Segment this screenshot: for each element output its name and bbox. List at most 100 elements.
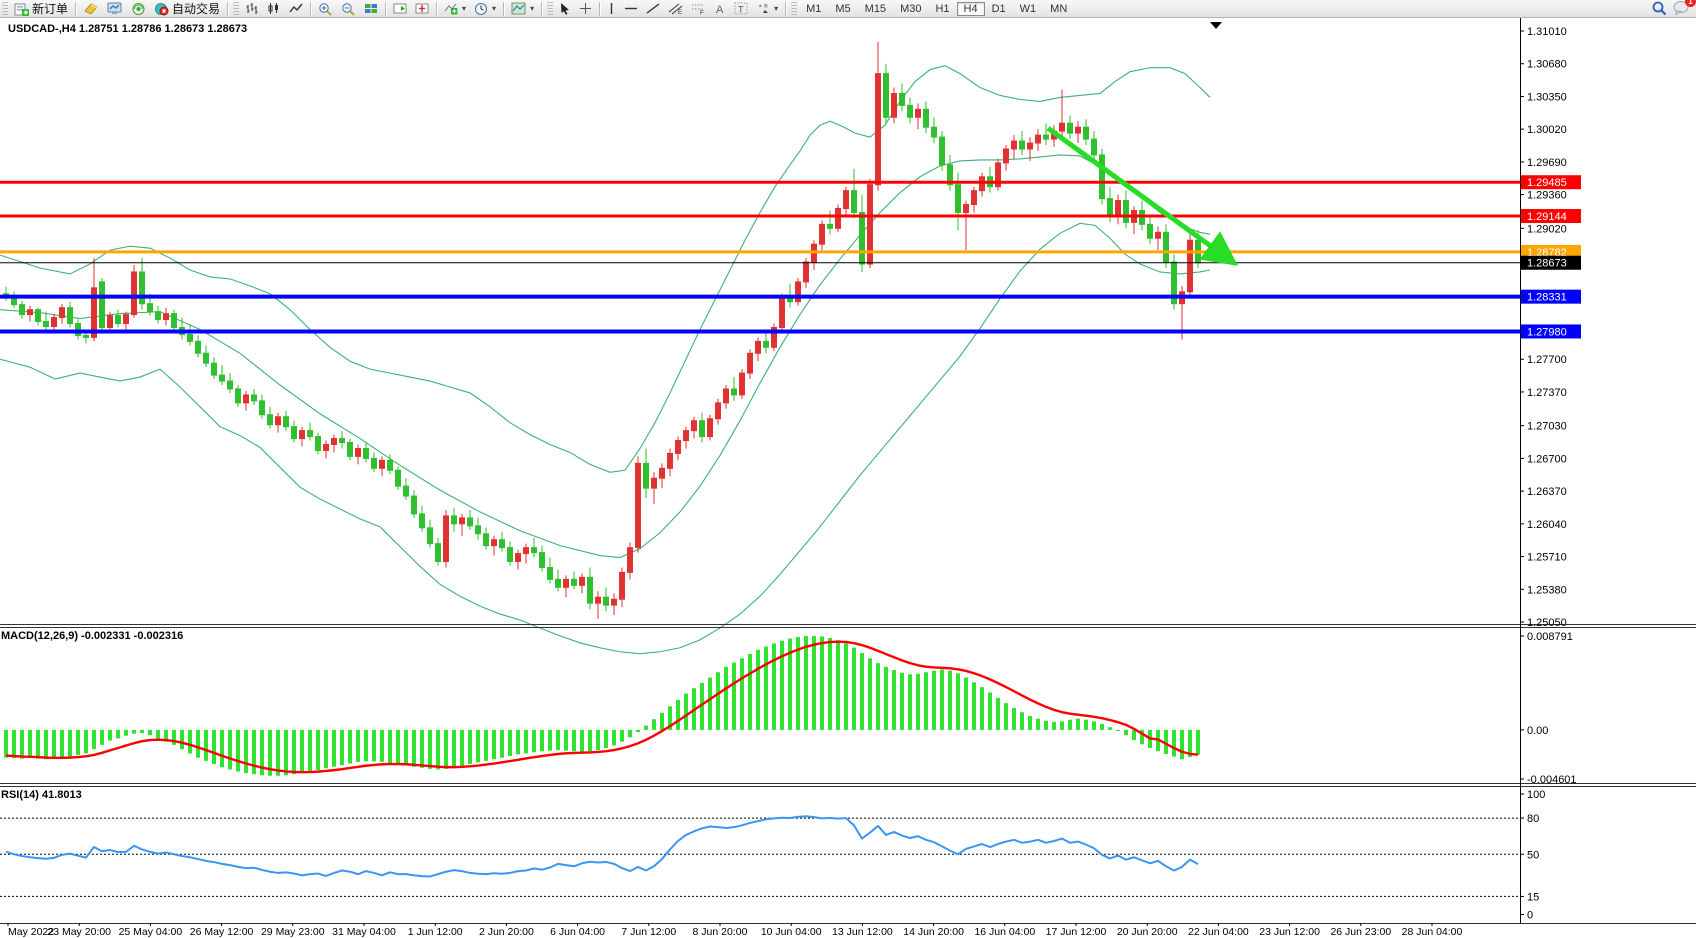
candle-body: [1115, 200, 1121, 217]
terminal-button[interactable]: [103, 0, 127, 18]
chart-shift-icon: [393, 3, 407, 14]
macd-histogram-bar: [964, 677, 968, 730]
candle-body: [619, 571, 625, 600]
candle-body: [1091, 138, 1097, 156]
price-badge: [1521, 209, 1581, 224]
trendline-icon: [646, 3, 660, 14]
new-order-button[interactable]: 新订单: [10, 0, 72, 18]
cursor-tool-button[interactable]: [555, 0, 575, 18]
horizontal-line-tool-button[interactable]: [620, 0, 642, 18]
macd-histogram-bar: [588, 729, 592, 752]
search-icon[interactable]: [1652, 1, 1667, 16]
macd-histogram-bar: [932, 670, 936, 730]
zoom-in-button[interactable]: [314, 0, 337, 18]
candle-body: [195, 340, 201, 354]
chart-shift-button[interactable]: [389, 0, 411, 18]
macd-histogram-bar: [628, 729, 632, 738]
timeframe-button-m30[interactable]: M30: [900, 2, 922, 15]
candle-body: [227, 380, 233, 390]
macd-histogram-bar: [796, 636, 800, 730]
macd-histogram-bar: [420, 729, 424, 768]
macd-histogram-bar: [236, 729, 240, 772]
timeframe-button-d1[interactable]: D1: [991, 2, 1006, 15]
macd-histogram-bar: [356, 729, 360, 762]
candle-body: [691, 420, 697, 432]
fibonacci-tool-button[interactable]: F: [687, 0, 710, 18]
macd-histogram-bar: [332, 729, 336, 767]
price-tick-label: 1.27700: [1527, 354, 1567, 366]
chart-canvas[interactable]: 1.31010 1.30680 1.30350 1.30020 1.29690 1.293…: [0, 17, 1696, 938]
toolbar-grip[interactable]: [2, 2, 8, 15]
macd-histogram-bar: [852, 647, 856, 730]
candle-body: [1027, 142, 1033, 150]
candle-body: [971, 190, 977, 206]
candle-body: [771, 326, 777, 348]
trend-arrow[interactable]: [1046, 126, 1239, 266]
candle-body: [1043, 134, 1049, 140]
timeframe-button-m1[interactable]: M1: [806, 2, 822, 15]
auto-scroll-button[interactable]: [411, 0, 433, 18]
timeframe-button-w1[interactable]: W1: [1019, 2, 1037, 15]
macd-histogram-bar: [636, 729, 640, 733]
timeframe-button-m5[interactable]: M5: [835, 2, 851, 15]
templates-icon: [511, 2, 526, 15]
candle-body: [891, 92, 897, 118]
text-tool-button[interactable]: A: [710, 0, 730, 18]
indicators-button[interactable]: ▾: [440, 0, 470, 18]
macd-histogram-bar: [708, 677, 712, 730]
candle-body: [59, 307, 65, 319]
date-tick-label: 7 Jun 12:00: [621, 926, 676, 938]
candle-body: [203, 352, 209, 364]
candle-body: [251, 394, 257, 402]
macd-histogram-bar: [924, 672, 928, 730]
vertical-line-tool-button[interactable]: [603, 0, 620, 18]
svg-text:T: T: [738, 5, 744, 15]
candle-body: [539, 552, 545, 568]
line-chart-button[interactable]: [285, 0, 307, 18]
styler-button[interactable]: [79, 0, 103, 18]
candle-body: [411, 495, 417, 515]
bollinger-upper-band: [0, 65, 1211, 473]
macd-histogram-bar: [556, 729, 560, 751]
signal-button[interactable]: [127, 0, 150, 18]
candle-chart-button[interactable]: [263, 0, 285, 18]
tile-windows-button[interactable]: [360, 0, 382, 18]
macd-tick-label: 0.008791: [1527, 631, 1573, 643]
label-tool-button[interactable]: T: [730, 0, 752, 18]
timeframe-button-h4[interactable]: H4: [956, 1, 985, 16]
price-tick-label: 1.27030: [1527, 421, 1567, 433]
candle-body: [595, 596, 601, 604]
timeframe-button-m15[interactable]: M15: [864, 2, 887, 15]
candle-body: [611, 598, 617, 606]
macd-histogram-bar: [1060, 721, 1064, 730]
date-tick-label: 14 Jun 20:00: [903, 926, 964, 938]
candle-body: [683, 430, 689, 442]
templates-button[interactable]: ▾: [507, 0, 538, 18]
trendline-tool-button[interactable]: [642, 0, 664, 18]
candle-body: [747, 352, 753, 374]
macd-histogram-bar: [1172, 729, 1176, 757]
macd-histogram-bar: [76, 729, 80, 755]
crosshair-tool-button[interactable]: [575, 0, 596, 18]
timeframe-button-h1[interactable]: H1: [935, 2, 950, 15]
shapes-tool-button[interactable]: ▾: [752, 0, 782, 18]
channel-tool-button[interactable]: E: [664, 0, 687, 18]
candle-body: [531, 547, 537, 554]
macd-histogram-bar: [1012, 707, 1016, 730]
periods-button[interactable]: ▾: [470, 0, 500, 18]
candle-body: [1147, 223, 1153, 239]
macd-histogram-bar: [1140, 729, 1144, 745]
candle-body: [995, 162, 1001, 188]
price-tick-label: 1.26700: [1527, 453, 1567, 465]
chat-button[interactable]: 1: [1673, 0, 1696, 18]
macd-histogram-bar: [940, 669, 944, 730]
timeframe-button-mn[interactable]: MN: [1050, 2, 1068, 15]
bar-chart-button[interactable]: [241, 0, 263, 18]
main-toolbar: 新订单: [0, 0, 1696, 18]
candle-body: [803, 261, 809, 283]
line-chart-icon: [289, 3, 303, 13]
auto-trading-button[interactable]: 自动交易: [150, 0, 224, 18]
zoom-out-button[interactable]: [337, 0, 360, 18]
candle-body: [1083, 126, 1089, 140]
macd-histogram-bar: [220, 729, 224, 768]
